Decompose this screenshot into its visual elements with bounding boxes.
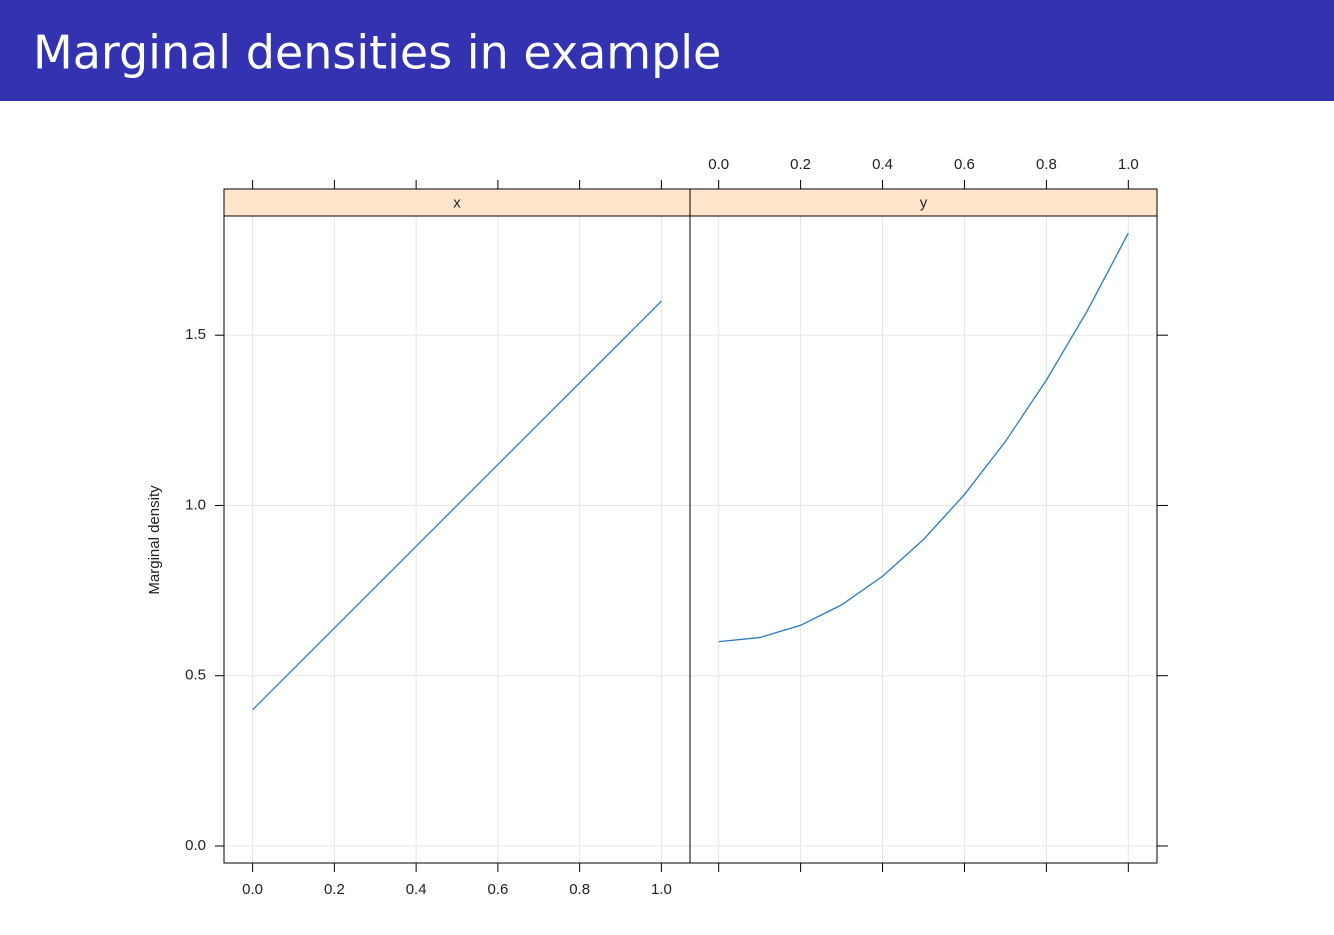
y-tick-label: 1.5 (185, 326, 206, 343)
density-line (718, 232, 1129, 643)
panel-frame (689, 215, 1158, 864)
x-tick-label: 0.8 (1036, 156, 1057, 173)
x-tick-label: 0.4 (406, 881, 427, 898)
x-tick-label: 1.0 (651, 881, 672, 898)
strip-label: y (920, 194, 928, 211)
x-tick-label: 0.4 (872, 156, 893, 173)
y-tick-label: 1.0 (185, 496, 206, 513)
y-tick-label: 0.0 (185, 837, 206, 854)
x-tick-label: 0.2 (790, 156, 811, 173)
x-tick-label: 0.8 (569, 881, 590, 898)
x-tick-label: 0.6 (954, 156, 975, 173)
y-tick-label: 0.5 (185, 667, 206, 684)
strip-label: x (453, 194, 461, 211)
slide-title: Marginal densities in example (33, 26, 721, 80)
y-axis-label: Marginal density (146, 485, 163, 595)
density-line (252, 300, 662, 711)
panel-frame (223, 215, 691, 864)
x-tick-label: 0.2 (324, 881, 345, 898)
header-band (0, 0, 1334, 101)
x-tick-label: 0.0 (242, 881, 263, 898)
x-tick-label: 0.6 (487, 881, 508, 898)
x-tick-label: 1.0 (1118, 156, 1139, 173)
strip (689, 188, 1158, 217)
x-tick-label: 0.0 (708, 156, 729, 173)
